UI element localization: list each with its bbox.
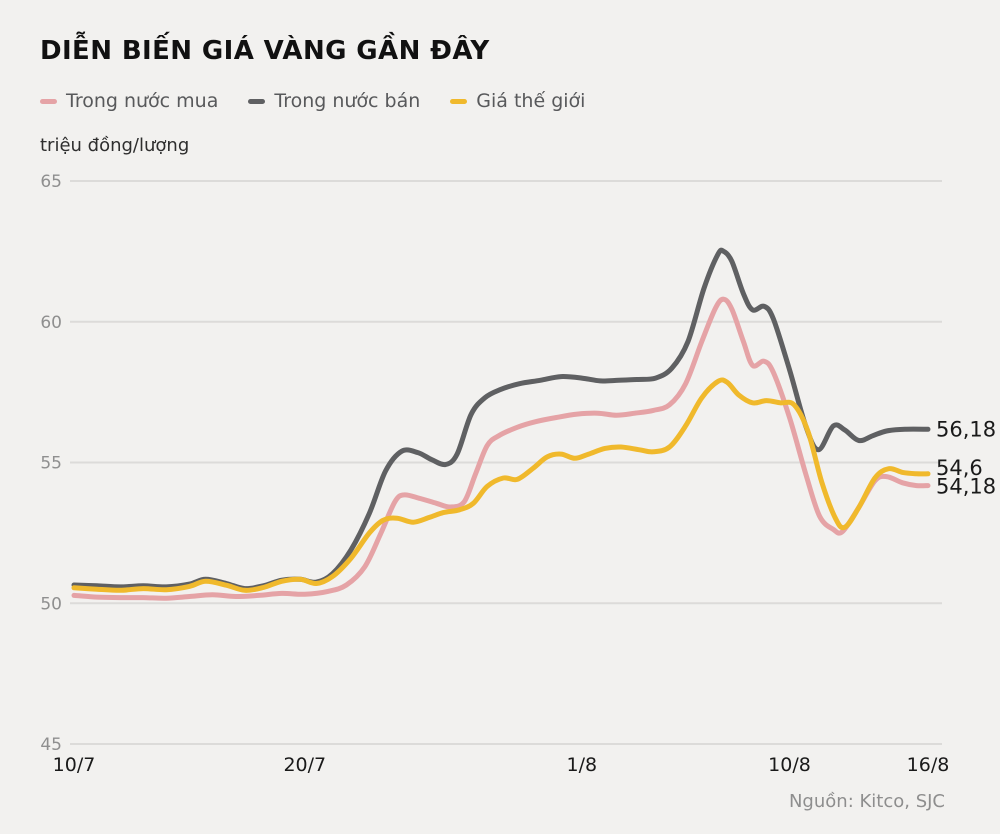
source-attribution: Nguồn: Kitco, SJC bbox=[788, 791, 945, 812]
series-line-2 bbox=[71, 377, 931, 593]
legend-swatch-yellow bbox=[450, 98, 468, 104]
legend-item-domestic-sell: Trong nước bán bbox=[248, 90, 420, 112]
legend-label-world-price: Giá thế giới bbox=[476, 90, 586, 112]
y-tick-label-65: 65 bbox=[40, 172, 62, 192]
y-tick-label-55: 55 bbox=[40, 454, 62, 474]
series-line-0 bbox=[71, 296, 931, 601]
series-line-1 bbox=[71, 247, 931, 592]
y-tick-label-45: 45 bbox=[40, 735, 62, 755]
legend-item-domestic-buy: Trong nước mua bbox=[40, 90, 218, 112]
x-tick-label-10-7: 10/7 bbox=[53, 754, 96, 776]
chart-title: DIỄN BIẾN GIÁ VÀNG GẦN ĐÂY bbox=[40, 36, 490, 66]
end-value-label-1: 56,18 bbox=[936, 417, 996, 441]
x-tick-label-1-8: 1/8 bbox=[566, 754, 597, 776]
legend-swatch-gray bbox=[248, 98, 266, 104]
end-value-label-0: 54,18 bbox=[936, 475, 996, 499]
legend-label-domestic-sell: Trong nước bán bbox=[274, 90, 421, 112]
x-tick-label-10-8: 10/8 bbox=[768, 754, 811, 776]
y-axis-unit-label: triệu đồng/lượng bbox=[40, 135, 190, 156]
legend-item-world-price: Giá thế giới bbox=[450, 90, 585, 112]
x-tick-label-16-8: 16/8 bbox=[907, 754, 950, 776]
y-tick-label-60: 60 bbox=[40, 313, 62, 333]
legend-swatch-pink bbox=[40, 98, 57, 104]
y-tick-label-50: 50 bbox=[40, 594, 62, 614]
end-value-label-2: 54,6 bbox=[936, 456, 983, 480]
chart-legend: Trong nước mua Trong nước bán Giá thế gi… bbox=[40, 90, 585, 112]
legend-label-domestic-buy: Trong nước mua bbox=[66, 90, 219, 112]
x-tick-label-20-7: 20/7 bbox=[283, 754, 326, 776]
